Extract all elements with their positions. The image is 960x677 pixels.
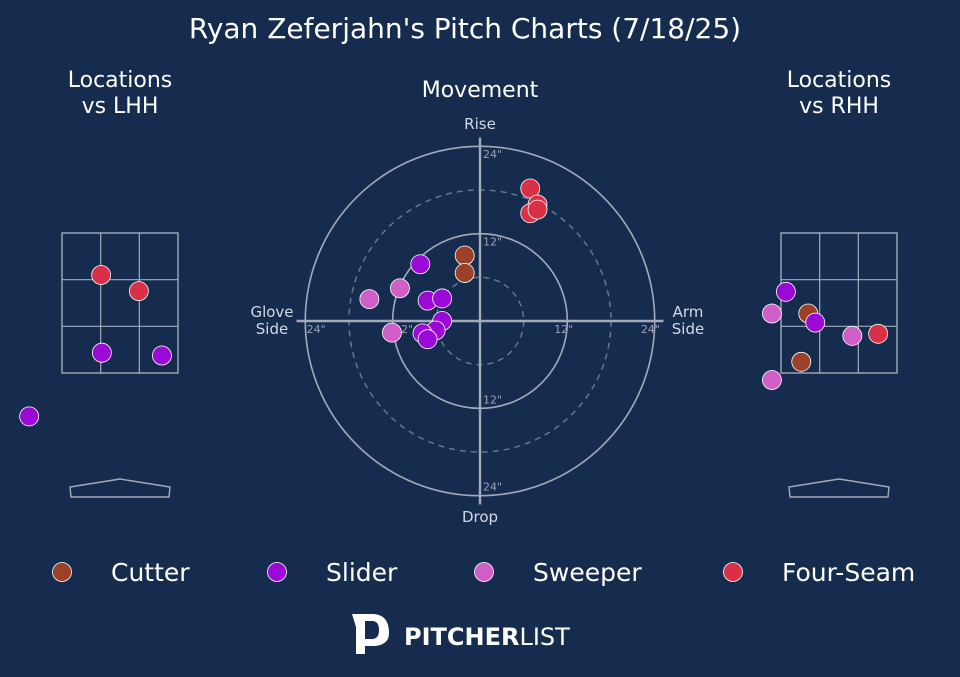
lhh-point-slider-2 [152, 345, 172, 366]
ring-label-24-bottom: 24" [483, 481, 502, 494]
lhh-strike-zone [61, 232, 179, 374]
movement-point-cutter-1 [454, 245, 475, 266]
rhh-point-slider-1 [775, 281, 796, 302]
legend-label-slider: Slider [326, 558, 398, 587]
lhh-point-four-seam-2 [128, 281, 149, 302]
ring-label-12-top: 12" [483, 235, 502, 248]
svg-text:PITCHERLIST: PITCHERLIST [404, 623, 570, 651]
legend-marker-sweeper [474, 562, 494, 582]
lhh-home-plate [69, 478, 171, 498]
movement-point-sweeper-3 [382, 322, 402, 343]
legend-label-four-seam: Four-Seam [782, 558, 915, 587]
lhh-point-slider-3 [19, 406, 40, 427]
movement-axis-label-top: Rise [464, 115, 496, 133]
rhh-point-sweeper-2 [842, 325, 863, 346]
legend: Cutter Slider Sweeper Four-Seam [52, 558, 915, 587]
rhh-strike-zone [780, 232, 898, 374]
movement-title: Movement [422, 78, 539, 103]
movement-point-sweeper-1 [359, 289, 380, 310]
movement-point-slider-1 [410, 254, 431, 275]
ring-label-24-top: 24" [483, 148, 502, 161]
legend-label-cutter: Cutter [111, 558, 190, 587]
rhh-point-cutter-2 [791, 351, 812, 372]
lhh-point-slider-1 [91, 342, 112, 363]
rhh-home-plate [788, 478, 890, 498]
ring-label-12-bottom: 12" [483, 393, 502, 406]
movement-point-sweeper-2 [390, 278, 410, 299]
movement-axis-label-bottom: Drop [462, 508, 498, 526]
movement-point-slider-3 [432, 288, 453, 309]
locations-lhh-panel: Locations vs LHH [19, 68, 179, 498]
rhh-point-four-seam-1 [868, 323, 889, 344]
brand-light: LIST [519, 623, 570, 651]
legend-marker-slider [267, 562, 287, 582]
rhh-point-sweeper-1 [762, 303, 782, 324]
pitcherlist-logo: PITCHERLIST [352, 614, 570, 654]
rhh-title: Locations vs RHH [787, 68, 892, 119]
lhh-title: Locations vs LHH [68, 68, 173, 119]
locations-rhh-panel: Locations vs RHH [762, 68, 898, 498]
ring-label-24-right: 24" [641, 323, 660, 336]
brand-bold: PITCHER [404, 623, 519, 651]
movement-point-slider-7 [417, 329, 438, 350]
ring-label-12-right: 12" [554, 323, 573, 336]
movement-axis-label-left: Glove Side [250, 303, 293, 338]
legend-label-sweeper: Sweeper [533, 558, 642, 587]
ring-label-24-left: 24" [307, 323, 326, 336]
p-logo-icon [352, 614, 389, 654]
legend-marker-four-seam [723, 562, 743, 582]
movement-point-four-seam-4 [527, 199, 548, 220]
figure-title: Ryan Zeferjahn's Pitch Charts (7/18/25) [189, 12, 741, 45]
movement-point-cutter-2 [454, 263, 475, 283]
movement-axis-label-right: Arm Side [672, 303, 704, 338]
rhh-point-slider-2 [805, 312, 826, 333]
legend-marker-cutter [52, 562, 72, 582]
rhh-point-sweeper-3 [762, 370, 782, 390]
lhh-point-four-seam-1 [91, 265, 112, 285]
